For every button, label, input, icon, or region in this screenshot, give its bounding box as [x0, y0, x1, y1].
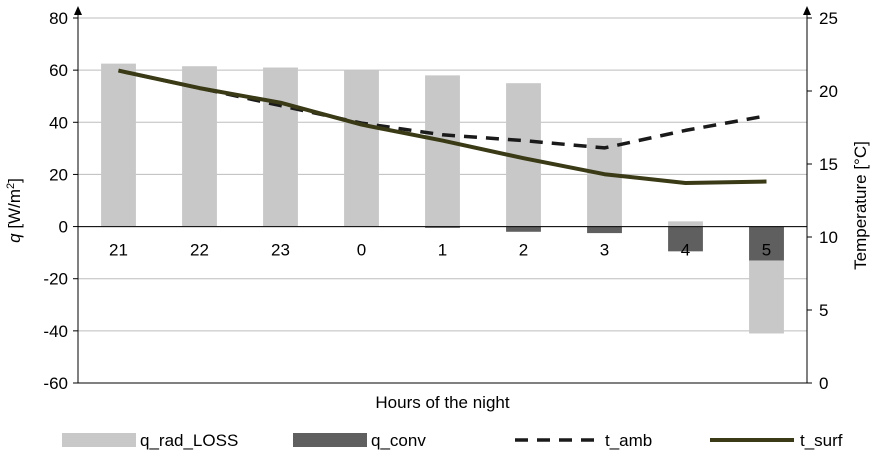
x-tick-label: 0	[357, 241, 366, 260]
line-t-surf	[118, 68, 767, 185]
bar-q-conv	[668, 226, 703, 252]
y-tick-label: 20	[49, 165, 68, 184]
bar-q-conv	[749, 226, 784, 261]
y-tick-label: 80	[49, 9, 68, 28]
legend-label-t-amb: t_amb	[605, 431, 652, 450]
x-tick-label: 2	[519, 241, 528, 260]
y2-tick-label: 20	[819, 82, 838, 101]
x-axis-title: Hours of the night	[375, 393, 509, 412]
y2-axis-arrow	[803, 6, 811, 15]
y-tick-label: -40	[43, 322, 68, 341]
y-tick-label: 40	[49, 113, 68, 132]
legend-label-q-rad-loss: q_rad_LOSS	[140, 431, 238, 450]
x-tick-label: 21	[109, 241, 128, 260]
x-tick-label: 5	[762, 241, 771, 260]
y2-axis-title: Temperature [°C]	[851, 141, 870, 270]
y2-tick-label: 5	[819, 301, 828, 320]
legend-swatch-q-rad-loss	[62, 433, 136, 447]
legend-label-q-conv: q_conv	[371, 431, 426, 450]
y-axis-title: q [W/m2]	[5, 178, 24, 243]
bars	[101, 63, 784, 334]
legend: q_rad_LOSS q_conv t_amb t_surf	[62, 431, 843, 450]
x-tick-label: 23	[271, 241, 290, 260]
series-lines	[118, 68, 767, 185]
y-tick-label: -20	[43, 270, 68, 289]
legend-swatch-q-conv	[293, 433, 367, 447]
y-tick-label: 60	[49, 61, 68, 80]
y2-tick-label: 0	[819, 374, 828, 393]
bar-q-rad-loss	[425, 75, 460, 227]
bar-q-rad-loss	[344, 70, 379, 227]
axes	[73, 6, 812, 384]
y2-tick-label: 25	[819, 9, 838, 28]
bar-q-conv	[506, 226, 541, 232]
bar-q-rad-loss	[101, 63, 136, 227]
x-tick-label: 3	[600, 241, 609, 260]
y-axis-arrow	[74, 6, 82, 15]
x-tick-label: 22	[190, 241, 209, 260]
bar-q-rad-loss	[587, 137, 622, 227]
y2-tick-label: 10	[819, 228, 838, 247]
legend-label-t-surf: t_surf	[800, 431, 843, 450]
x-tick-label: 1	[438, 241, 447, 260]
bar-q-rad-loss	[668, 221, 703, 227]
y-tick-label: 0	[59, 218, 68, 237]
y-tick-label: -60	[43, 374, 68, 393]
bar-q-rad-loss	[182, 66, 217, 227]
y2-tick-label: 15	[819, 155, 838, 174]
bar-q-conv	[425, 226, 460, 228]
x-tick-label: 4	[681, 241, 690, 260]
bar-q-conv	[587, 226, 622, 234]
bar-q-rad-loss	[263, 67, 298, 227]
